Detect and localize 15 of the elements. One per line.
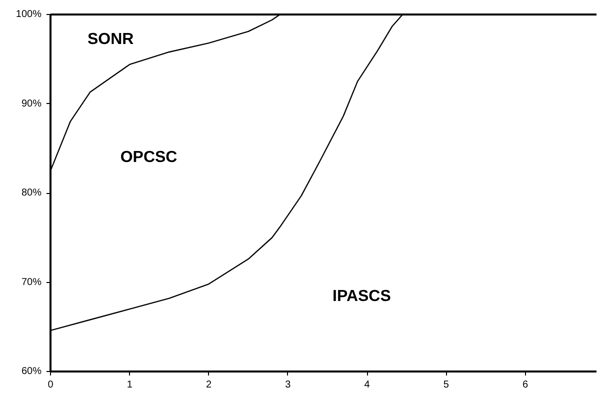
annotation: SONR: [87, 30, 134, 48]
y-tick-label: 80%: [21, 188, 42, 198]
x-tick-label: 3: [285, 380, 292, 390]
annotation: IPASCS: [332, 288, 392, 306]
x-tick-label: 0: [48, 380, 54, 390]
x-tick-label: 6: [522, 380, 528, 390]
y-tick-label: 70%: [21, 276, 42, 288]
x-tick-label: 2: [206, 380, 212, 390]
y-tick-label: 100%: [16, 9, 42, 20]
annotation: OPCSC: [120, 148, 178, 166]
x-tick-label: 5: [443, 380, 450, 390]
x-tick-label: 4: [364, 380, 370, 390]
y-tick-label: 60%: [21, 366, 42, 377]
x-tick-label: 1: [126, 380, 133, 390]
y-tick-label: 90%: [21, 98, 42, 110]
